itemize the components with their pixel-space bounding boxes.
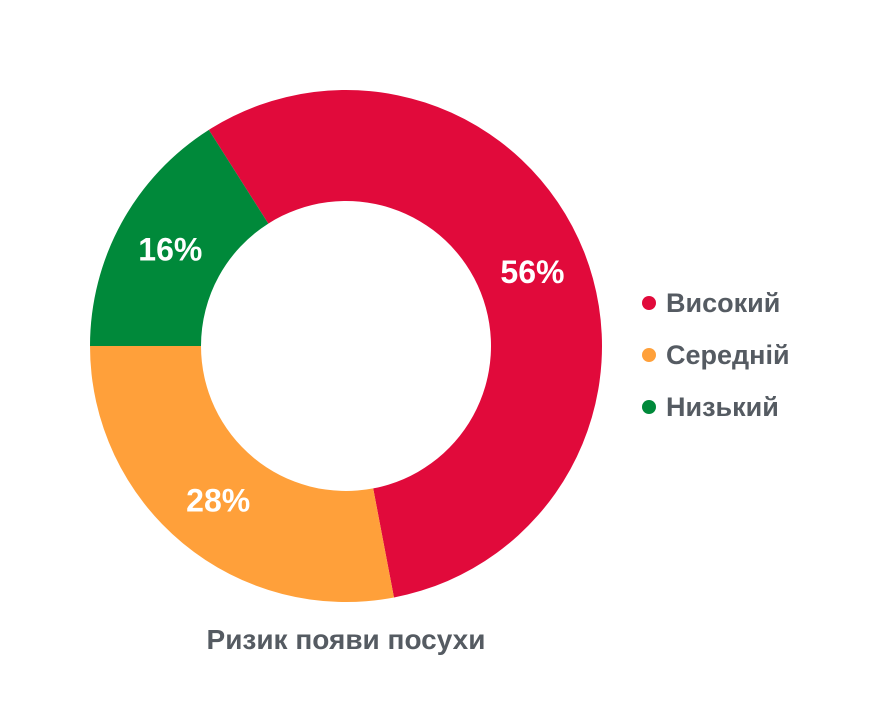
slice-medium[interactable] [90,346,394,602]
slices-group [90,90,602,602]
legend-label-low: Низький [666,391,779,422]
legend-label-medium: Середній [666,339,790,370]
legend-dot-medium [642,348,656,362]
legend-item-high[interactable]: Високий [642,277,790,329]
legend: Високий Середній Низький [642,277,790,433]
slice-low[interactable] [90,129,269,346]
legend-item-low[interactable]: Низький [642,381,790,433]
legend-item-medium[interactable]: Середній [642,329,790,381]
chart-caption: Ризик появи посухи [206,624,486,655]
legend-label-high: Високий [666,287,781,318]
slice-label-low: 16% [138,231,202,267]
slice-label-high: 56% [500,254,564,290]
labels-group: 56% 28% 16% [138,231,564,518]
slice-label-medium: 28% [186,482,250,518]
slice-high[interactable] [208,90,602,598]
legend-dot-low [642,400,656,414]
legend-dot-high [642,296,656,310]
